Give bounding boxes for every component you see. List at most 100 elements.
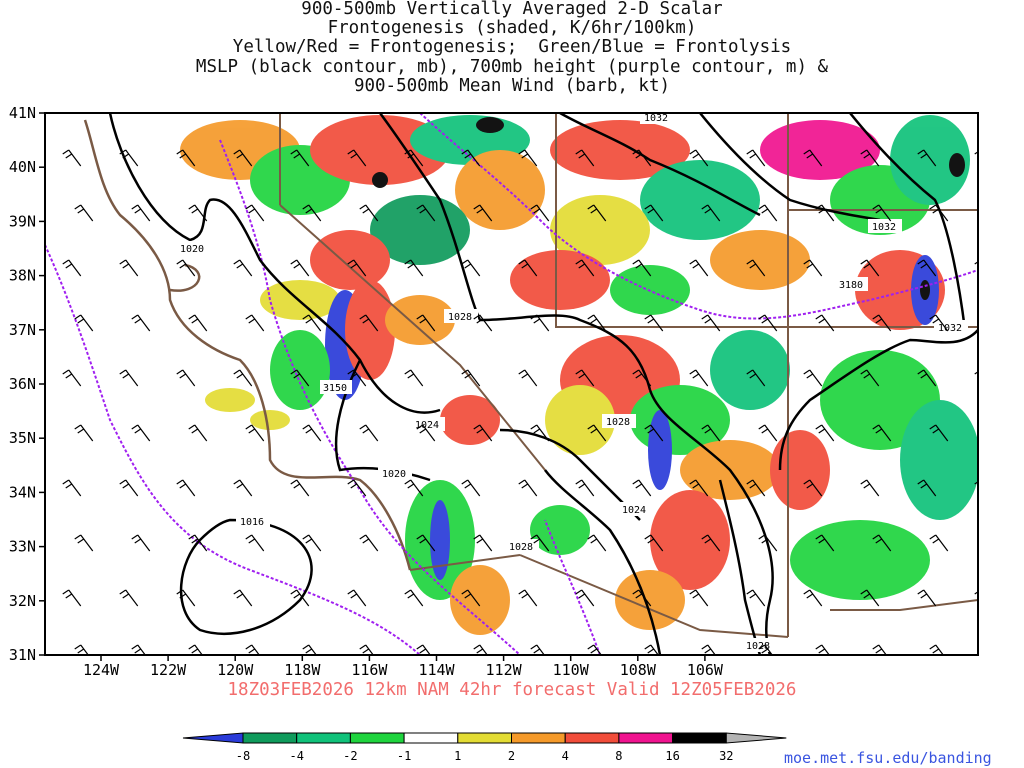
title-line-5: 900-500mb Mean Wind (barb, kt) (353, 75, 671, 96)
wind-barb (575, 589, 595, 607)
wind-barb (872, 644, 887, 655)
state-boundaries (279, 113, 978, 638)
wind-barb (644, 424, 664, 442)
wind-barb (987, 205, 1005, 221)
title-line-1: 900-500mb Vertically Averaged 2-D Scalar (301, 0, 723, 19)
wind-barb (347, 589, 367, 607)
mslp-label-1020-a: 1020 (180, 244, 204, 255)
wind-barb (416, 534, 436, 552)
wind-barb (359, 204, 379, 222)
colorbar-segment (403, 732, 459, 744)
wind-barb (758, 424, 778, 442)
wind-barb (347, 369, 367, 387)
frontogenesis-shading (180, 115, 978, 635)
wind-barb (689, 259, 709, 277)
wind-barb (929, 204, 949, 222)
wind-barb (302, 314, 322, 332)
wind-barb (860, 589, 880, 607)
colorbar-label: 2 (508, 749, 515, 763)
wind-barb (359, 534, 379, 552)
colorbar-label: 1 (454, 749, 461, 763)
wind-barb (644, 314, 664, 332)
wind-barb (119, 369, 139, 387)
wind-barb (74, 534, 94, 552)
wind-barb (131, 644, 146, 655)
mslp-label-1032-c: 1032 (938, 323, 962, 334)
lon-label: 112W (486, 661, 523, 679)
wind-barb (575, 369, 595, 387)
wind-barb (347, 149, 367, 167)
wind-barb (290, 589, 310, 607)
wind-barb (131, 534, 151, 552)
map-title: 900-500mb Vertically Averaged 2-D Scalar… (0, 0, 1024, 96)
wind-barb (233, 369, 253, 387)
latitude-axis: 41N 40N 39N 38N 37N 36N 35N 34N 33N 32N 31N (9, 104, 45, 664)
wind-barb (473, 204, 493, 222)
colorbar-segment (457, 732, 512, 744)
title-line-3: Yellow/Red = Frontogenesis; Green/Blue =… (232, 37, 792, 58)
wind-barb (359, 644, 374, 655)
wind-barb (188, 644, 203, 655)
wind-barb (872, 204, 892, 222)
wind-barb (302, 204, 322, 222)
mslp-label-1028-c: 1028 (509, 542, 533, 553)
wind-barb (758, 644, 773, 655)
wind-barb (644, 534, 664, 552)
wind-barb (815, 534, 835, 552)
colorbar: -8 -4 -2 -1 1 2 4 8 16 32 (182, 732, 787, 763)
mslp-label-1020-b: 1020 (382, 469, 406, 480)
wind-barb (74, 424, 94, 442)
wind-barb (461, 589, 481, 607)
mslp-label-1016: 1016 (240, 517, 264, 528)
wind-barb (746, 259, 766, 277)
lat-label: 36N (9, 375, 36, 393)
wind-barb (632, 149, 652, 167)
wind-barb (587, 534, 607, 552)
wind-barb (131, 424, 151, 442)
colorbar-label: 4 (562, 749, 569, 763)
wind-barb (290, 149, 310, 167)
lat-label: 33N (9, 538, 36, 556)
colorbar-label: -8 (236, 749, 250, 763)
wind-barb (746, 589, 766, 607)
wind-barb (347, 479, 367, 497)
source-link[interactable]: moe.met.fsu.edu/banding (784, 749, 992, 767)
wind-barb (119, 149, 139, 167)
wind-barb (518, 369, 538, 387)
colorbar-label: -4 (289, 749, 303, 763)
mslp-label-1032-b: 1032 (872, 222, 896, 233)
wind-barb (803, 369, 823, 387)
wind-barb (701, 644, 716, 655)
wind-barb (917, 369, 937, 387)
lon-label: 110W (553, 661, 590, 679)
wind-barb (473, 644, 488, 655)
wind-barb (233, 149, 253, 167)
lon-label: 106W (687, 661, 724, 679)
wind-barb (245, 424, 265, 442)
lat-label: 40N (9, 158, 36, 176)
wind-barb (746, 479, 766, 497)
colorbar-segment (564, 732, 620, 744)
lat-label: 35N (9, 429, 36, 447)
wind-barb (644, 204, 664, 222)
wind-barb (518, 589, 538, 607)
wind-barb (245, 204, 265, 222)
wind-barb (632, 369, 652, 387)
wind-barb (803, 149, 823, 167)
wind-barb (575, 259, 595, 277)
wind-barb (302, 644, 317, 655)
wind-barb (176, 149, 196, 167)
wind-barb (758, 204, 778, 222)
wind-barb (632, 259, 652, 277)
lon-label: 124W (83, 661, 120, 679)
colorbar-segment (511, 732, 566, 744)
wind-barb (188, 534, 208, 552)
mslp-label-1028-b: 1028 (606, 417, 630, 428)
wind-barb (233, 479, 253, 497)
height-label-3180: 3180 (839, 280, 863, 291)
wind-barb (917, 259, 937, 277)
colorbar-label: 16 (665, 749, 679, 763)
colorbar-segment (672, 732, 727, 744)
title-line-4: MSLP (black contour, mb), 700mb height (… (195, 56, 829, 77)
